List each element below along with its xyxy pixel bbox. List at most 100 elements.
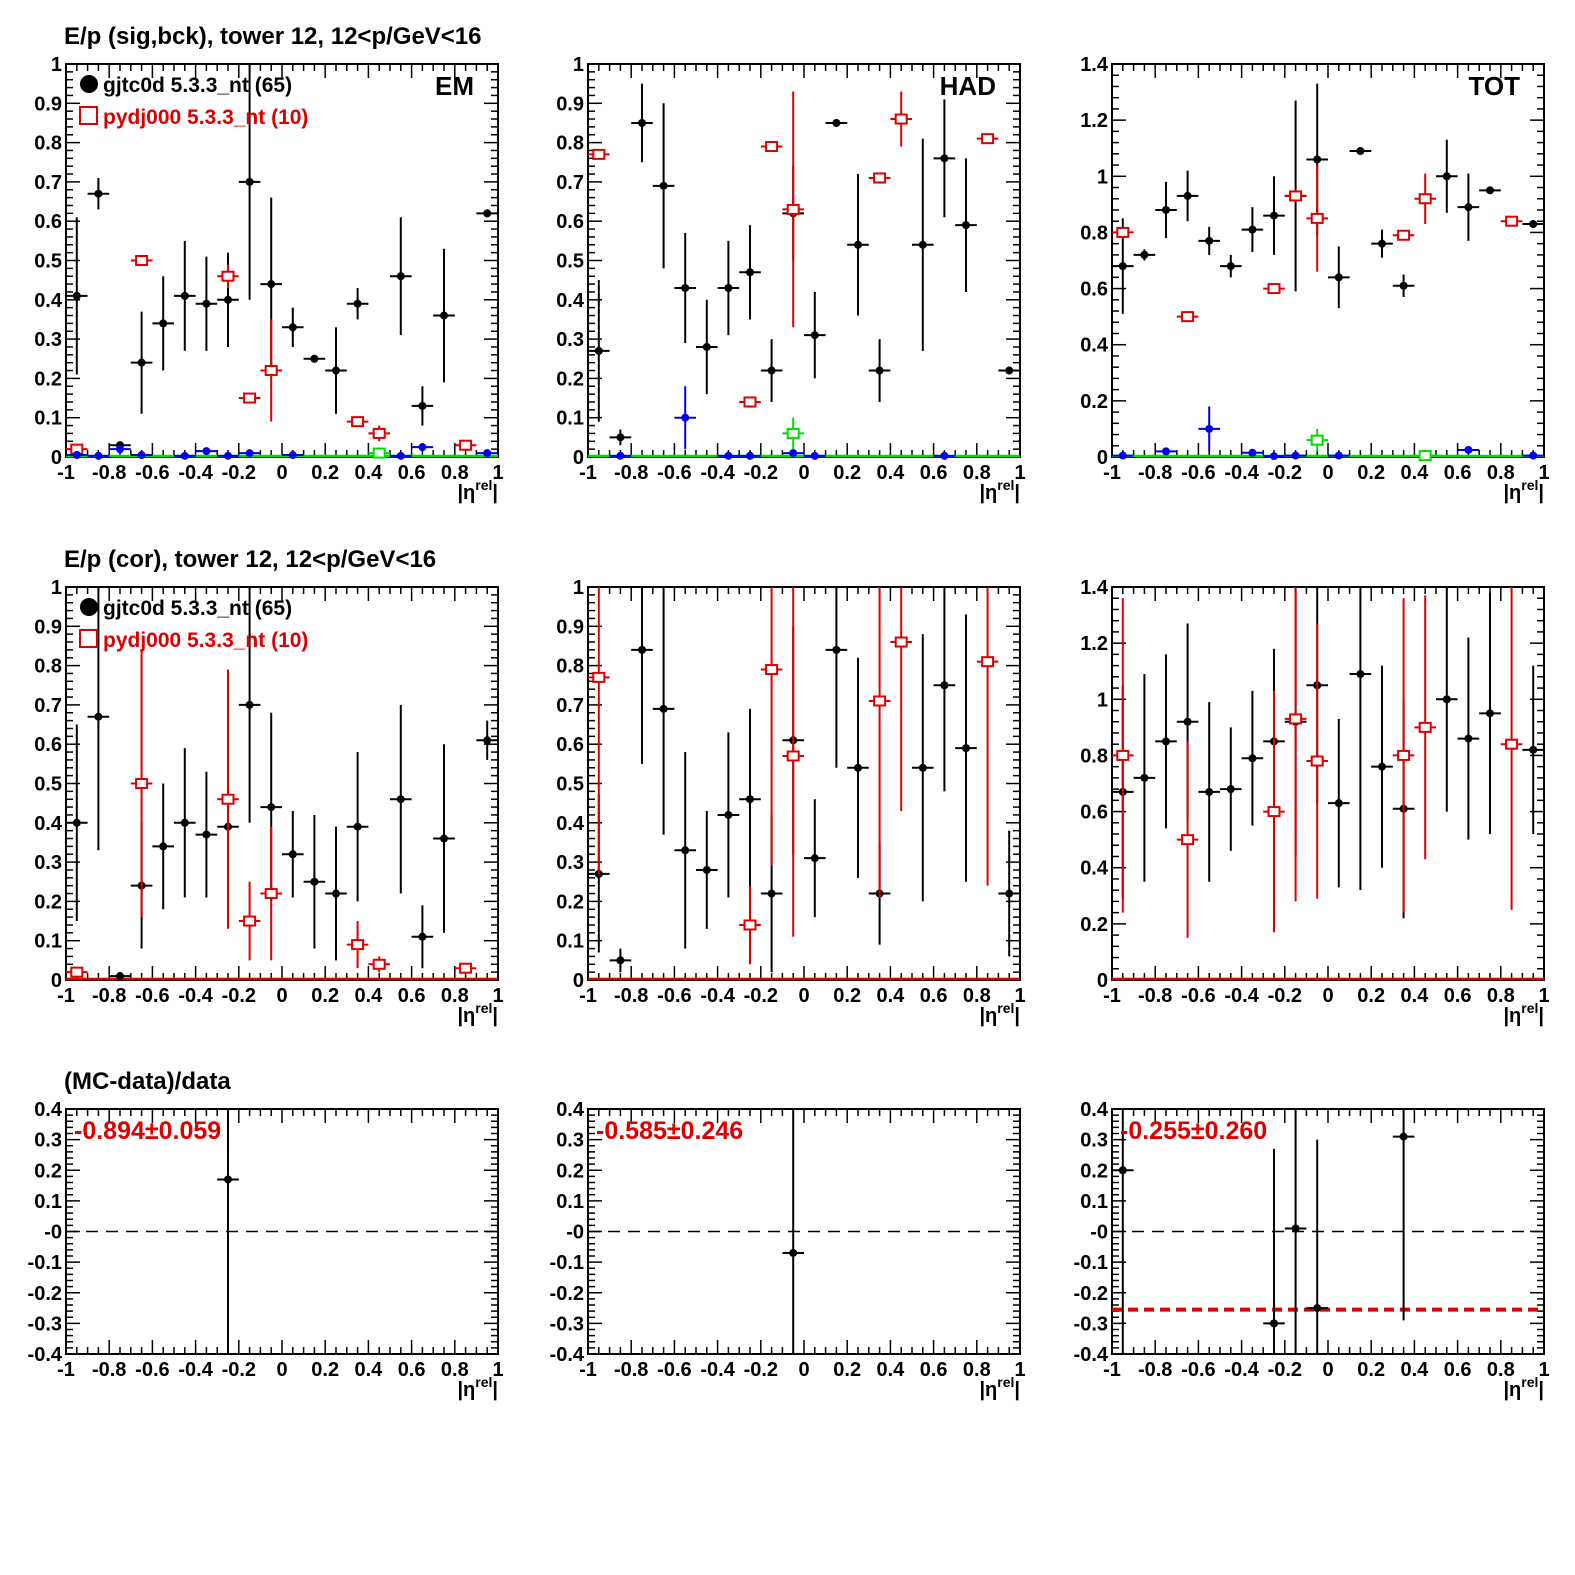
data-point-circle bbox=[702, 342, 711, 351]
data-point-circle bbox=[1118, 451, 1127, 460]
data-point-circle bbox=[288, 451, 297, 460]
panel-label: TOT bbox=[1468, 71, 1520, 101]
data-point-circle bbox=[483, 449, 492, 458]
data-point-open-square bbox=[1267, 806, 1281, 818]
data-point-circle bbox=[659, 704, 668, 713]
x-tick-label: 0.8 bbox=[963, 1359, 991, 1381]
panel-label: EM bbox=[435, 71, 474, 101]
data-point-circle bbox=[1205, 236, 1214, 245]
data-point-circle bbox=[767, 366, 776, 375]
data-point-open-square bbox=[1116, 749, 1130, 761]
y-tick-label: 1.4 bbox=[1080, 54, 1109, 76]
data-point-circle bbox=[310, 354, 319, 363]
x-tick-label: 0 bbox=[276, 985, 287, 1007]
data-point-circle bbox=[1399, 281, 1408, 290]
data-point-circle bbox=[918, 240, 927, 249]
y-tick-label: 0.7 bbox=[556, 695, 584, 717]
y-tick-label: 1.4 bbox=[1080, 577, 1109, 599]
y-tick-label: -0.1 bbox=[1074, 1252, 1108, 1274]
data-point-circle bbox=[288, 323, 297, 332]
y-tick-label: 0.4 bbox=[556, 290, 585, 312]
x-tick-label: 0.2 bbox=[311, 1359, 339, 1381]
x-tick-label: -0.4 bbox=[1224, 985, 1259, 1007]
data-point-open-square bbox=[786, 427, 800, 439]
y-tick-label: 1 bbox=[573, 54, 584, 76]
legend-marker-filled-circle bbox=[80, 75, 98, 93]
data-point-circle bbox=[94, 189, 103, 198]
y-tick-label: 0.9 bbox=[556, 616, 584, 638]
x-tick-label: 0 bbox=[276, 1359, 287, 1381]
x-tick-label: -0.8 bbox=[92, 985, 126, 1007]
data-point-open-square bbox=[1310, 212, 1324, 224]
data-point-circle bbox=[202, 830, 211, 839]
y-tick-label: 0.4 bbox=[1080, 335, 1109, 357]
data-point-circle bbox=[1162, 447, 1170, 456]
data-point-open-square bbox=[1397, 749, 1411, 761]
data-point-open-square bbox=[372, 958, 386, 970]
data-point-open-square bbox=[372, 427, 386, 439]
data-point-open-square bbox=[592, 148, 606, 160]
x-axis-label: |ηrel| bbox=[457, 1374, 498, 1401]
data-point-circle bbox=[1291, 1224, 1300, 1233]
y-tick-label: 0.4 bbox=[1080, 1099, 1109, 1121]
data-point-open-square bbox=[1418, 721, 1432, 733]
x-tick-label: 0.2 bbox=[1357, 462, 1385, 484]
x-tick-label: 1 bbox=[492, 985, 503, 1007]
y-tick-label: 0.3 bbox=[556, 1130, 584, 1152]
x-tick-label: -0.6 bbox=[657, 985, 691, 1007]
data-point-circle bbox=[940, 154, 949, 163]
y-tick-label: 0.1 bbox=[1080, 1191, 1108, 1213]
x-tick-label: -0.8 bbox=[92, 1359, 126, 1381]
data-point-open-square bbox=[981, 133, 995, 145]
y-tick-label: 0.7 bbox=[34, 695, 62, 717]
data-point-circle bbox=[1442, 695, 1451, 704]
data-point-circle bbox=[638, 645, 646, 654]
panel-r1c1: 00.10.20.30.40.50.60.70.80.91-1 -0.8 -0.6-… bbox=[556, 577, 1025, 1027]
y-tick-label: 0.8 bbox=[556, 133, 584, 155]
y-tick-label: 0.2 bbox=[34, 891, 62, 913]
legend-marker-open-square bbox=[79, 106, 98, 125]
data-point-circle bbox=[724, 810, 733, 819]
panel-r0c0: 00.10.20.30.40.50.60.70.80.91-1 -0.8 -0.6-… bbox=[34, 54, 503, 504]
x-tick-label: 1 bbox=[1538, 985, 1549, 1007]
data-point-circle bbox=[616, 451, 625, 460]
data-point-open-square bbox=[264, 365, 278, 377]
data-point-circle bbox=[810, 854, 819, 863]
data-point-circle bbox=[310, 877, 319, 886]
y-tick-label: 0.3 bbox=[34, 852, 62, 874]
x-tick-label: -0.4 bbox=[178, 985, 213, 1007]
data-point-circle bbox=[789, 1248, 798, 1257]
x-tick-label: -0.6 bbox=[1181, 1359, 1215, 1381]
fit-result-text: -0.585±0.246 bbox=[596, 1117, 743, 1145]
y-tick-label: -0.4 bbox=[28, 1344, 63, 1366]
x-tick-label: -0.8 bbox=[1138, 1359, 1172, 1381]
data-point-open-square bbox=[1418, 193, 1432, 205]
data-point-circle bbox=[72, 818, 81, 827]
data-point-circle bbox=[1183, 717, 1192, 726]
x-tick-label: 0.2 bbox=[833, 1359, 861, 1381]
data-point-circle bbox=[94, 451, 103, 460]
data-point-circle bbox=[1226, 262, 1235, 271]
data-point-circle bbox=[918, 763, 927, 772]
data-point-circle bbox=[267, 803, 276, 812]
data-point-circle bbox=[1140, 773, 1149, 782]
y-tick-label: 0.6 bbox=[1080, 279, 1108, 301]
x-tick-label: -1 bbox=[579, 1359, 597, 1381]
y-tick-label: -0.1 bbox=[550, 1252, 584, 1274]
data-point-circle bbox=[724, 451, 733, 460]
x-tick-label: -0.2 bbox=[222, 1359, 256, 1381]
data-point-circle bbox=[418, 401, 427, 410]
x-tick-label: 0.4 bbox=[354, 985, 383, 1007]
data-point-circle bbox=[854, 763, 862, 772]
data-point-open-square bbox=[1397, 229, 1411, 241]
x-tick-label: 1 bbox=[492, 1359, 503, 1381]
y-tick-label: 0.2 bbox=[556, 368, 584, 390]
x-tick-label: 0.4 bbox=[354, 462, 383, 484]
x-tick-label: 0.4 bbox=[1400, 462, 1429, 484]
x-tick-label: 0 bbox=[798, 1359, 809, 1381]
panels: 00.10.20.30.40.50.60.70.80.91-1 -0.8 -0.6-… bbox=[28, 54, 1550, 1401]
x-tick-label: 0.6 bbox=[398, 1359, 426, 1381]
data-point-circle bbox=[1248, 448, 1257, 457]
x-tick-label: 0.2 bbox=[1357, 1359, 1385, 1381]
